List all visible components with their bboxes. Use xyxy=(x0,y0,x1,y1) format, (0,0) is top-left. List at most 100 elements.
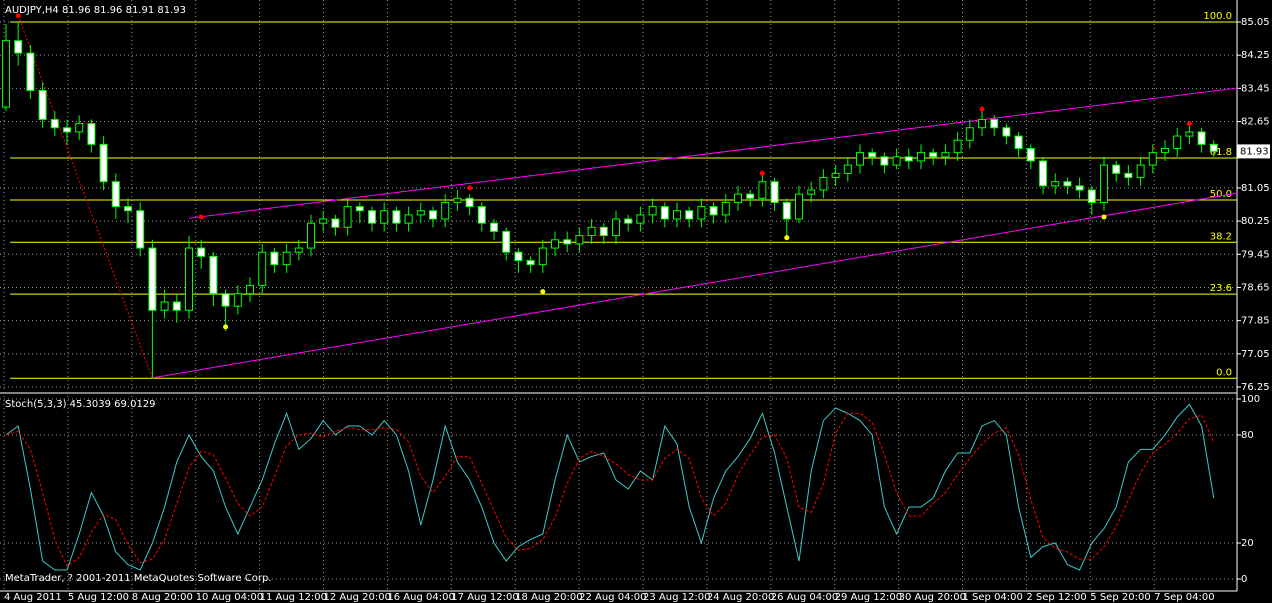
candle-body xyxy=(734,193,742,203)
y-tick-label: 80.25 xyxy=(1241,216,1270,227)
stoch-title: Stoch(5,3,3) 45.3039 69.0129 xyxy=(5,399,156,410)
candle-body xyxy=(880,156,889,166)
candle-body xyxy=(453,197,462,203)
candle-body xyxy=(1075,185,1084,191)
candle-body xyxy=(953,139,962,154)
candle-body xyxy=(172,301,181,311)
candle-body xyxy=(148,247,157,311)
candle-body xyxy=(758,181,767,199)
y-tick-label: 80 xyxy=(1241,430,1254,441)
candle-body xyxy=(575,235,584,245)
candle-body xyxy=(587,226,596,237)
candle-body xyxy=(782,201,791,220)
candle-body xyxy=(14,40,23,54)
candle-body xyxy=(1173,135,1182,150)
candle-body xyxy=(1148,152,1157,166)
y-tick-label: 79.45 xyxy=(1241,249,1270,260)
fractal-dot xyxy=(759,170,765,176)
channel-line xyxy=(188,87,1239,219)
candle-body xyxy=(221,293,230,307)
stoch-line xyxy=(5,412,1215,568)
candle-body xyxy=(87,123,96,145)
candle-body xyxy=(392,210,401,224)
x-tick-label: 22 Aug 04:00 xyxy=(579,592,646,603)
candle-body xyxy=(526,260,535,266)
candle-body xyxy=(1051,181,1060,187)
fib-label: 0.0 xyxy=(1216,367,1232,378)
y-tick-label: 77.05 xyxy=(1241,349,1270,360)
y-tick-label: 83.45 xyxy=(1241,83,1270,94)
candle-body xyxy=(429,210,437,220)
fractal-dot xyxy=(979,106,985,112)
y-tick-label: 85.05 xyxy=(1241,17,1270,28)
candle-body xyxy=(99,143,108,183)
candle-body xyxy=(746,193,755,199)
zigzag-line xyxy=(17,15,153,379)
candle-body xyxy=(1014,135,1023,150)
candle-body xyxy=(941,152,950,158)
candle-body xyxy=(856,152,864,166)
fib-label: 100.0 xyxy=(1203,11,1232,22)
candle-body xyxy=(343,206,352,228)
candle-body xyxy=(807,189,816,195)
candle-body xyxy=(514,251,523,262)
candle-body xyxy=(1161,148,1169,154)
candle-body xyxy=(660,206,669,220)
x-tick-label: 4 Aug 2011 xyxy=(4,592,62,603)
candle-body xyxy=(331,218,340,228)
y-tick-label: 76.25 xyxy=(1241,382,1270,393)
candle-body xyxy=(1087,189,1096,203)
candle-body xyxy=(1063,181,1072,187)
candle-body xyxy=(904,156,913,162)
candle-body xyxy=(721,201,730,216)
candle-body xyxy=(136,210,145,249)
candle-body xyxy=(685,210,694,220)
candle-body xyxy=(563,239,572,245)
candle-body xyxy=(270,251,279,266)
candle-body xyxy=(416,210,425,216)
candle-body xyxy=(502,230,511,253)
y-tick-label: 77.85 xyxy=(1241,316,1270,327)
candle-body xyxy=(294,247,303,253)
candle-body xyxy=(1112,164,1121,174)
candle-body xyxy=(111,181,120,208)
candle-body xyxy=(917,152,925,162)
candle-body xyxy=(50,118,59,129)
x-tick-label: 17 Aug 12:00 xyxy=(451,592,518,603)
candle-body xyxy=(307,222,315,249)
candle-body xyxy=(831,172,840,179)
candle-body xyxy=(380,210,389,224)
candle-body xyxy=(990,118,999,129)
y-tick-label: 81.05 xyxy=(1241,183,1270,194)
fractal-dot xyxy=(540,289,546,295)
candle-body xyxy=(246,284,254,295)
price-title: AUDJPY,H4 81.96 81.96 81.91 81.93 xyxy=(5,5,186,16)
candle-body xyxy=(38,89,47,120)
candle-body xyxy=(1136,164,1145,179)
fractal-dot xyxy=(15,13,21,19)
candle-body xyxy=(538,247,547,266)
candle-body xyxy=(673,210,681,220)
x-tick-label: 1 Sep 04:00 xyxy=(963,592,1023,603)
candle-body xyxy=(2,40,10,108)
candle-body xyxy=(965,127,974,141)
x-tick-label: 24 Aug 20:00 xyxy=(707,592,774,603)
candle-body xyxy=(1026,148,1035,162)
x-tick-label: 23 Aug 12:00 xyxy=(643,592,710,603)
candle-body xyxy=(843,164,852,174)
candle-body xyxy=(282,251,291,266)
fractal-dot xyxy=(223,324,229,330)
candle-body xyxy=(63,127,71,133)
fractal-dot xyxy=(784,235,790,241)
candle-body xyxy=(1124,172,1133,179)
fractal-dot xyxy=(467,185,473,191)
candle-body xyxy=(795,193,803,220)
candle-body xyxy=(124,206,132,212)
x-tick-label: 7 Sep 04:00 xyxy=(1154,592,1214,603)
candle-body xyxy=(892,156,901,166)
candle-body xyxy=(770,181,779,203)
channel-line xyxy=(152,192,1239,379)
candle-body xyxy=(209,255,218,295)
candle-body xyxy=(185,247,193,311)
candle-body xyxy=(1185,131,1194,137)
